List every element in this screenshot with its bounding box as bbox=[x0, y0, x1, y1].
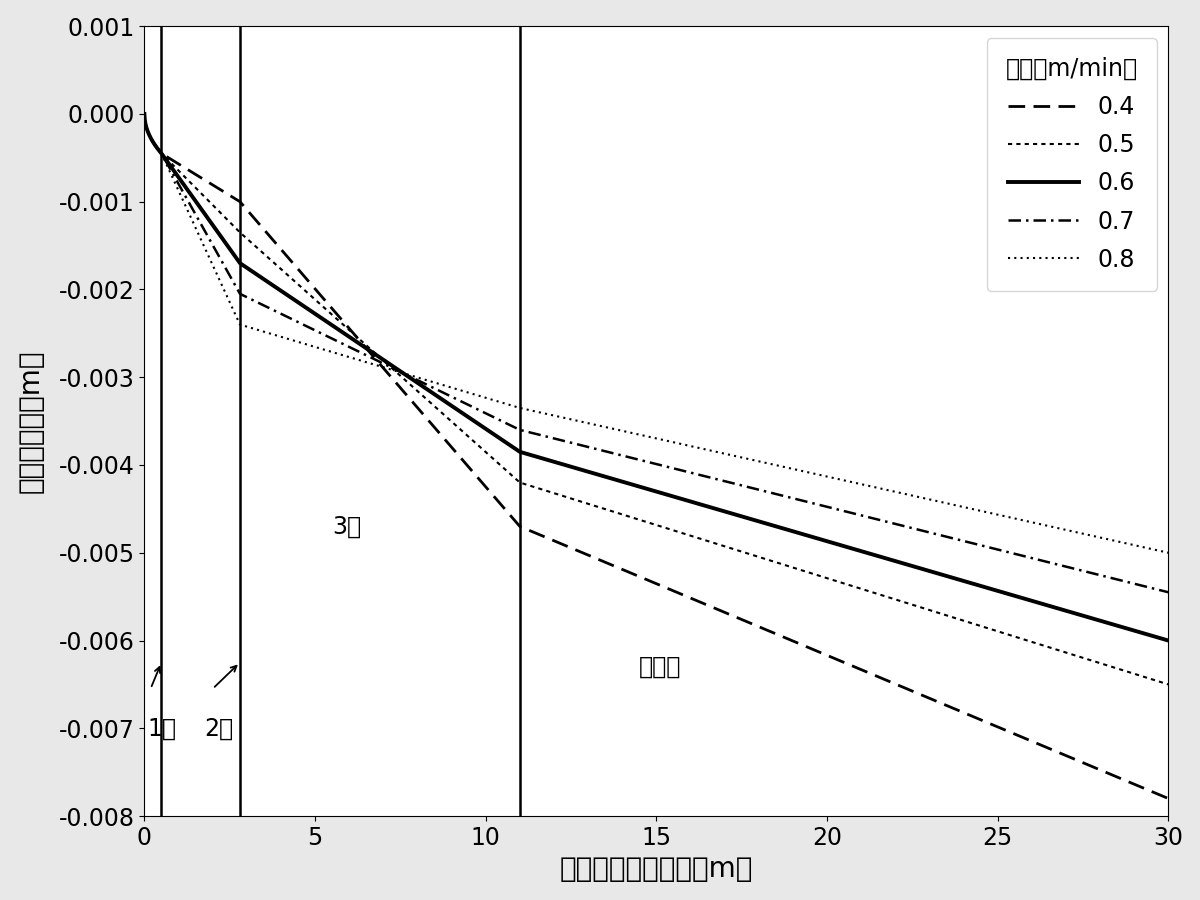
Legend: 0.4, 0.5, 0.6, 0.7, 0.8: 0.4, 0.5, 0.6, 0.7, 0.8 bbox=[986, 38, 1157, 291]
Text: 1区: 1区 bbox=[148, 716, 176, 741]
Text: 2区: 2区 bbox=[204, 716, 233, 741]
X-axis label: 距离弯月面的距离（m）: 距离弯月面的距离（m） bbox=[559, 855, 754, 883]
Y-axis label: 自然收缩量（m）: 自然收缩量（m） bbox=[17, 349, 44, 493]
Text: 空冷区: 空冷区 bbox=[640, 655, 682, 679]
Text: 3区: 3区 bbox=[332, 515, 361, 538]
